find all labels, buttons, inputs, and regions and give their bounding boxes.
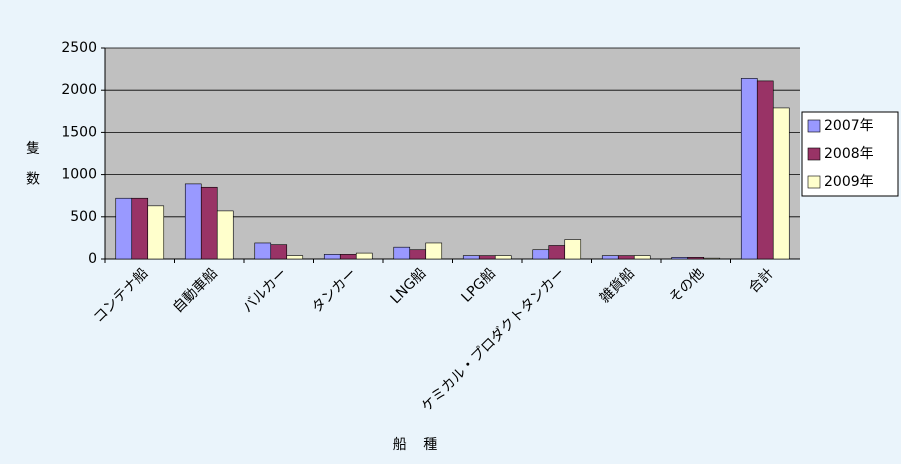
bar: [393, 246, 411, 260]
y-tick-label: 500: [70, 209, 97, 225]
bar: [270, 244, 288, 260]
bar: [216, 210, 234, 260]
bar: [184, 183, 202, 260]
bar: [633, 255, 651, 260]
bar: [286, 255, 304, 260]
bar: [131, 197, 149, 260]
bar: [687, 257, 705, 260]
y-tick-label: 2500: [61, 40, 97, 56]
legend-swatch: [807, 119, 821, 133]
bar: [478, 255, 496, 260]
legend-swatch: [807, 175, 821, 189]
legend-label: 2007年: [824, 118, 874, 134]
bar: [425, 242, 443, 260]
bar: [532, 249, 550, 260]
bar: [601, 255, 619, 260]
y-tick-label: 1000: [61, 167, 97, 183]
bar: [409, 249, 427, 260]
bar: [756, 80, 774, 260]
bar: [254, 242, 272, 260]
bar: [671, 257, 689, 260]
bar: [548, 245, 566, 260]
bar: [355, 252, 373, 260]
y-tick-label: 2000: [61, 82, 97, 98]
bar: [703, 257, 721, 260]
y-axis-label: 隻 数: [24, 141, 40, 191]
bar: [200, 186, 218, 260]
legend-label: 2009年: [824, 174, 874, 190]
bar: [494, 255, 512, 260]
bar: [115, 197, 133, 260]
legend-label: 2008年: [824, 146, 874, 162]
y-tick-label: 1500: [61, 124, 97, 140]
legend-swatch: [807, 147, 821, 161]
bar: [740, 78, 758, 260]
x-axis-label: 船 種: [393, 437, 443, 453]
bar: [147, 205, 165, 260]
bar: [564, 239, 582, 260]
bar: [772, 107, 790, 260]
bar: [617, 255, 635, 260]
bar: [462, 255, 480, 260]
y-tick-label: 0: [88, 251, 97, 267]
bar: [339, 254, 357, 260]
bar: [323, 254, 341, 260]
